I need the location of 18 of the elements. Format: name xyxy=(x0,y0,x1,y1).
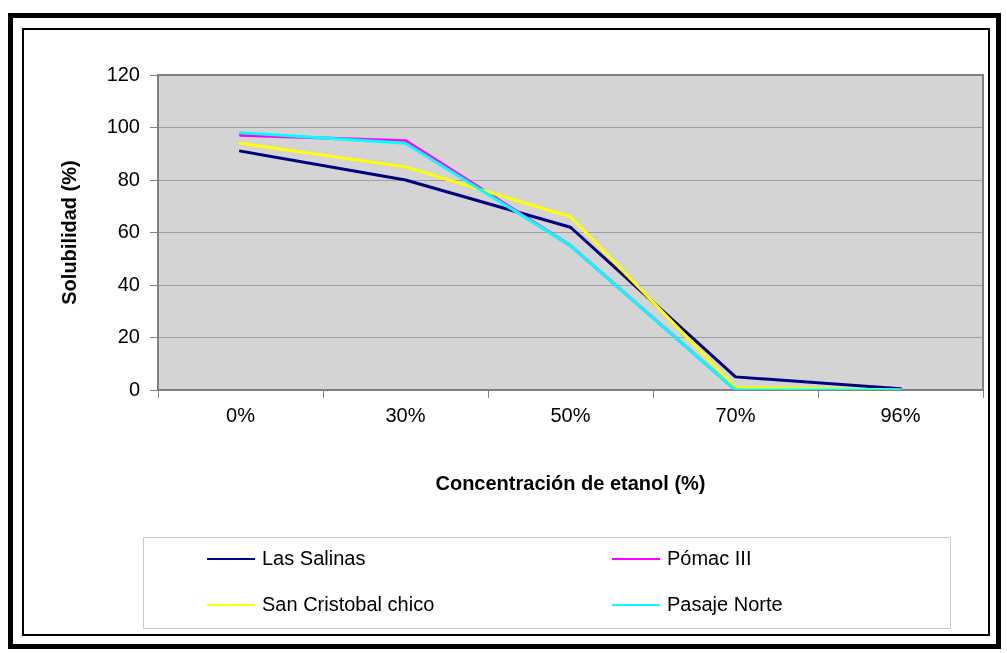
y-tick-label: 20 xyxy=(117,325,140,348)
x-tick-label: 0% xyxy=(226,403,256,426)
y-tick-label: 60 xyxy=(117,220,140,243)
y-tick-label: 100 xyxy=(106,115,140,138)
y-tick-label: 120 xyxy=(106,62,140,85)
y-tick-label: 80 xyxy=(117,167,140,190)
x-tick-label: 30% xyxy=(385,403,426,426)
x-axis-title: Concentración de etanol (%) xyxy=(435,471,706,494)
legend-label: Pasaje Norte xyxy=(667,592,783,615)
legend-label: Pómac III xyxy=(667,546,752,569)
y-tick-label: 0 xyxy=(128,377,140,400)
x-tick-label: 96% xyxy=(880,403,921,426)
y-tick-label: 40 xyxy=(117,272,140,295)
y-axis-title: Solubilidad (%) xyxy=(57,160,80,305)
legend-label: San Cristobal chico xyxy=(262,592,435,615)
legend-label: Las Salinas xyxy=(262,546,366,569)
x-tick-label: 70% xyxy=(715,403,756,426)
x-tick-label: 50% xyxy=(550,403,591,426)
